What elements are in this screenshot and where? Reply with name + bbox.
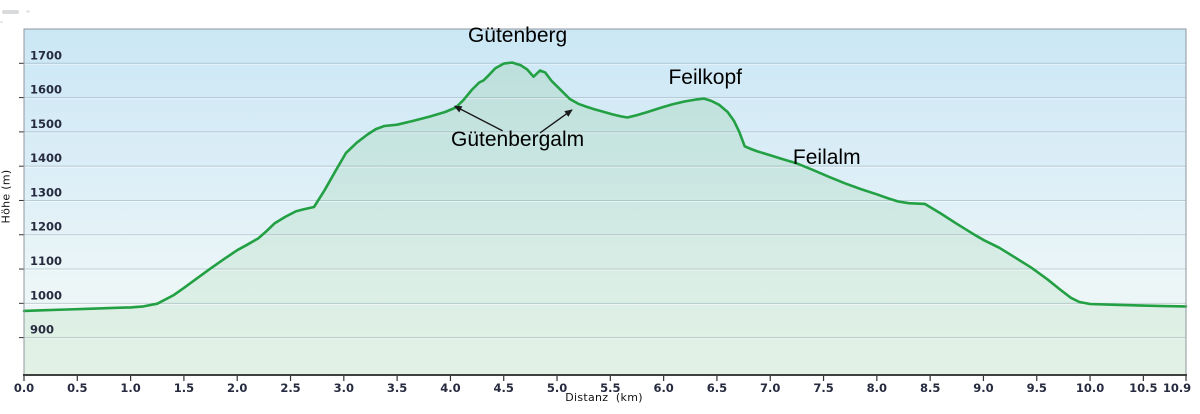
x-tick-label: 6.5 <box>707 381 727 395</box>
x-tick-label: 10.9 <box>1163 381 1191 395</box>
x-tick-label: 1.5 <box>174 381 194 395</box>
annotation-arrow <box>453 105 503 132</box>
y-tick-label: 1200 <box>30 220 62 234</box>
x-tick-label: 0.5 <box>67 381 87 395</box>
y-tick-label: 900 <box>30 323 54 337</box>
elevation-area-fill <box>24 62 1186 375</box>
annotation-label-feilalm: Feilalm <box>793 146 861 169</box>
x-tick-label: 9.5 <box>1027 381 1047 395</box>
x-tick-label: 2.0 <box>227 381 247 395</box>
y-tick-label: 1700 <box>30 48 62 62</box>
y-tick-label: 1300 <box>30 185 62 199</box>
screenshot-artifact <box>26 10 30 13</box>
x-axis-title: Distanz (km) <box>565 391 643 404</box>
x-tick-label: 5.5 <box>600 381 620 395</box>
y-tick-label: 1500 <box>30 117 62 131</box>
x-tick-label: 9.0 <box>973 381 993 395</box>
annotation-label-guetenbergalm: Gütenbergalm <box>451 128 584 151</box>
y-tick-label: 1400 <box>30 151 62 165</box>
x-tick-label: 1.0 <box>120 381 140 395</box>
x-tick-label: 10.5 <box>1129 381 1157 395</box>
screenshot-artifact <box>0 21 3 23</box>
screenshot-artifact <box>2 10 19 14</box>
x-tick-label: 2.5 <box>280 381 300 395</box>
x-tick-label: 3.0 <box>334 381 354 395</box>
y-tick-label: 1600 <box>30 83 62 97</box>
annotation-arrow <box>539 109 573 134</box>
x-tick-label: 0.0 <box>14 381 34 395</box>
y-axis-title: Höhe (m) <box>0 169 13 224</box>
x-tick-label: 6.0 <box>653 381 673 395</box>
y-tick-label: 1100 <box>30 254 62 268</box>
x-tick-label: 8.0 <box>867 381 887 395</box>
x-tick-label: 5.0 <box>547 381 567 395</box>
x-tick-label: 3.5 <box>387 381 407 395</box>
elevation-line <box>22 61 1188 313</box>
annotation-label-feilkopf: Feilkopf <box>668 66 742 89</box>
annotation-label-guetenberg: Gütenberg <box>468 24 567 47</box>
x-tick-label: 10.0 <box>1076 381 1104 395</box>
x-tick-label: 4.0 <box>440 381 460 395</box>
x-tick-label: 7.5 <box>813 381 833 395</box>
x-tick-label: 4.5 <box>494 381 514 395</box>
x-tick-label: 8.5 <box>920 381 940 395</box>
x-tick-label: 7.0 <box>760 381 780 395</box>
y-tick-label: 1000 <box>30 288 62 302</box>
